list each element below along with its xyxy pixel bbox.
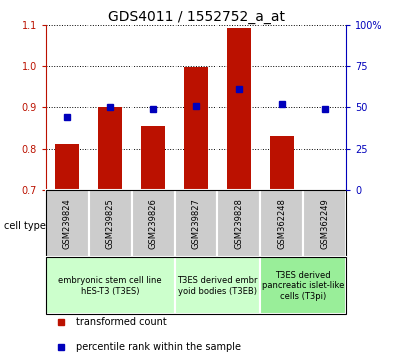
Bar bbox=[98, 108, 122, 190]
Bar bbox=[141, 126, 165, 190]
Bar bbox=[175, 257, 260, 314]
Text: GSM362248: GSM362248 bbox=[277, 198, 287, 249]
Text: GSM239828: GSM239828 bbox=[234, 198, 244, 249]
Bar bbox=[175, 190, 217, 257]
Text: percentile rank within the sample: percentile rank within the sample bbox=[76, 342, 241, 352]
Bar bbox=[227, 28, 251, 190]
Text: cell type: cell type bbox=[4, 221, 46, 231]
Bar bbox=[260, 190, 303, 257]
Bar bbox=[89, 190, 132, 257]
Text: GSM362249: GSM362249 bbox=[320, 199, 329, 249]
Text: T3ES derived
pancreatic islet-like
cells (T3pi): T3ES derived pancreatic islet-like cells… bbox=[262, 271, 345, 301]
Text: GSM239826: GSM239826 bbox=[148, 198, 158, 249]
Bar bbox=[132, 190, 175, 257]
Text: T3ES derived embr
yoid bodies (T3EB): T3ES derived embr yoid bodies (T3EB) bbox=[177, 276, 258, 296]
Bar bbox=[46, 257, 175, 314]
Text: transformed count: transformed count bbox=[76, 316, 167, 326]
Text: GSM239824: GSM239824 bbox=[63, 199, 72, 249]
Bar bbox=[55, 144, 79, 190]
Bar bbox=[217, 190, 260, 257]
Text: embryonic stem cell line
hES-T3 (T3ES): embryonic stem cell line hES-T3 (T3ES) bbox=[59, 276, 162, 296]
Bar bbox=[184, 67, 208, 190]
Text: GSM239825: GSM239825 bbox=[105, 199, 115, 249]
Bar bbox=[270, 136, 294, 190]
Text: GSM239827: GSM239827 bbox=[191, 198, 201, 249]
Bar bbox=[260, 257, 346, 314]
Bar bbox=[303, 190, 346, 257]
Title: GDS4011 / 1552752_a_at: GDS4011 / 1552752_a_at bbox=[107, 10, 285, 24]
Bar bbox=[46, 190, 89, 257]
